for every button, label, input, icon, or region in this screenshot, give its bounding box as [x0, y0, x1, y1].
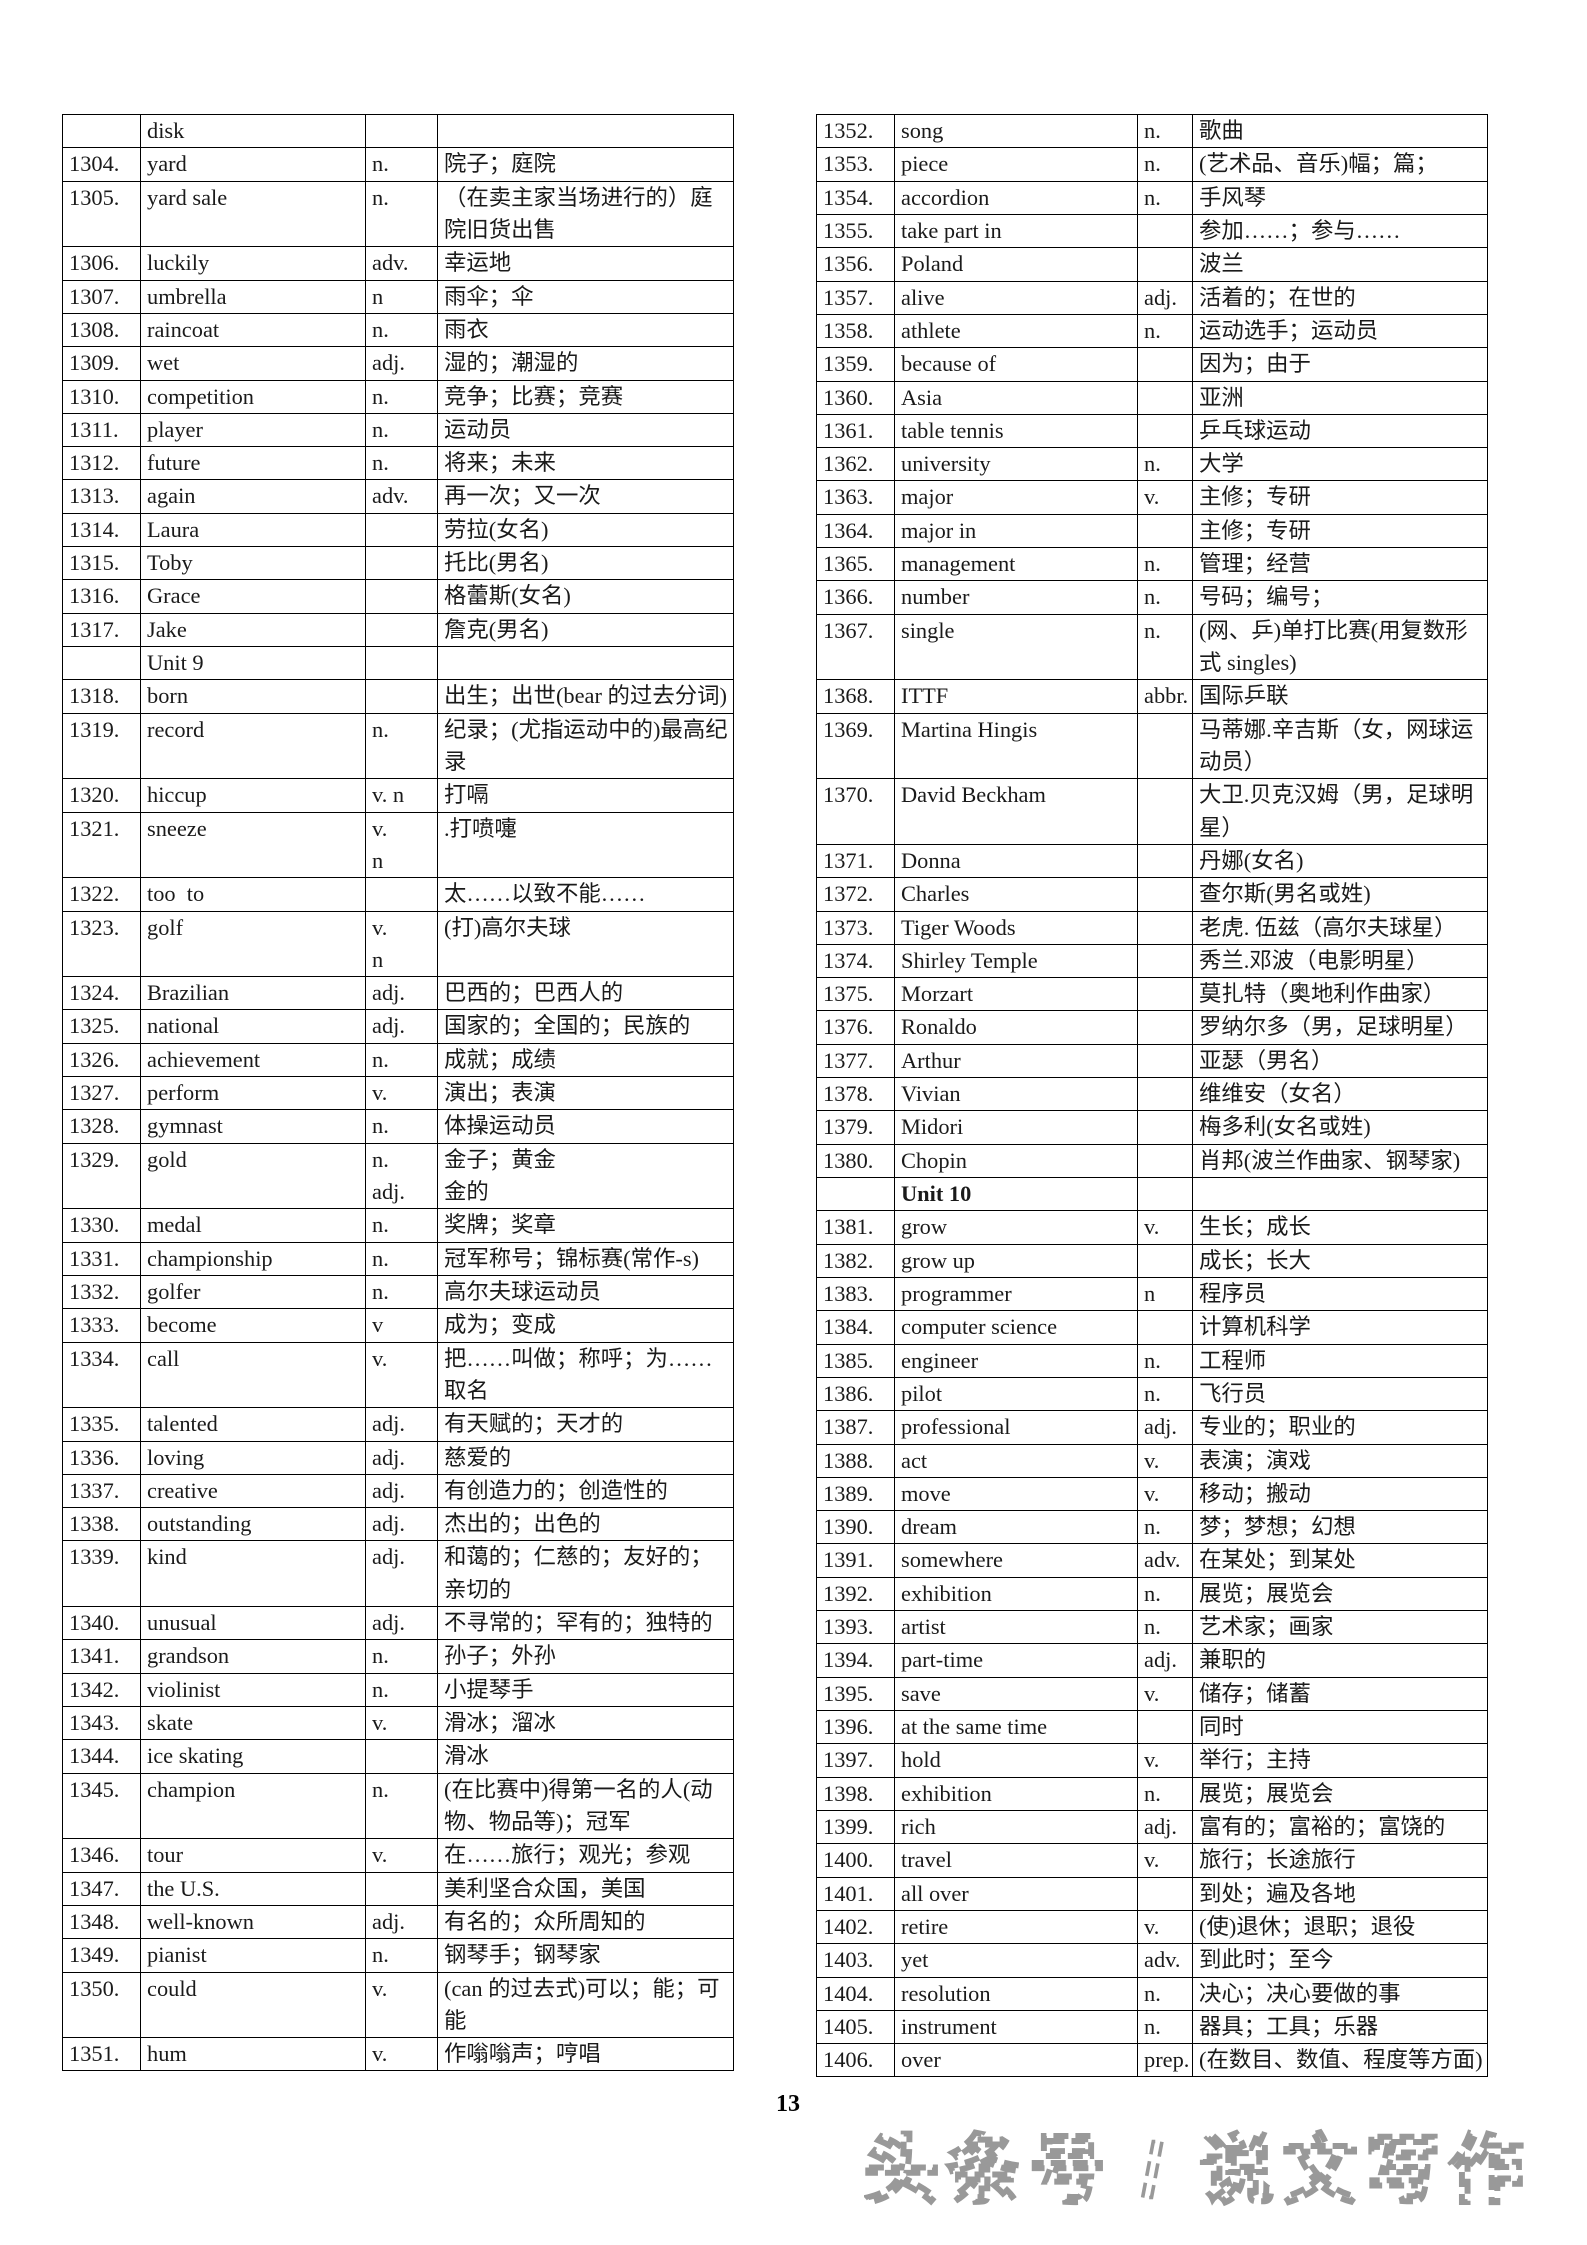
svg-text:头条号 / 说文写作: 头条号 / 说文写作 — [864, 2128, 1532, 2212]
